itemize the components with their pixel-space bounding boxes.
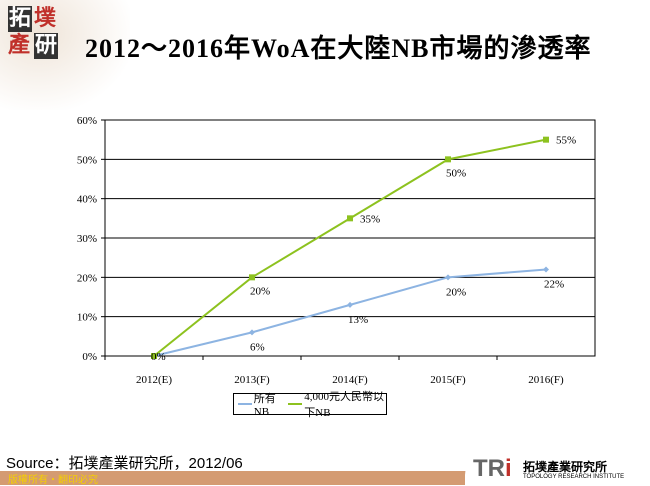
- brand-name-cn: 拓墣產業研究所: [523, 460, 608, 474]
- page-title: 2012～2016年WoA在大陸NB市場的滲透率: [85, 34, 592, 63]
- x-tick-label: 2016(F): [528, 374, 564, 386]
- data-label: 20%: [250, 285, 270, 297]
- y-tick-label: 60%: [77, 115, 97, 127]
- legend-label: 所有NB: [253, 393, 276, 418]
- logo-char: 墣: [34, 6, 57, 31]
- y-tick-label: 50%: [77, 154, 97, 166]
- logo: 拓 墣 產 研: [8, 6, 60, 64]
- legend-swatch: [288, 403, 303, 405]
- data-label: 35%: [360, 213, 380, 225]
- data-point: [249, 329, 255, 336]
- legend: 所有NB 4,000元人民幣以下NB: [233, 390, 387, 419]
- y-tick-label: 30%: [77, 233, 97, 245]
- legend-swatch: [238, 403, 252, 405]
- y-tick-label: 0%: [82, 351, 97, 363]
- brand-mark: TRi: [473, 455, 512, 482]
- source-note: Source：拓墣產業研究所，2012/06: [6, 455, 243, 472]
- data-label: 50%: [446, 167, 466, 179]
- copyright: 版權所有‧翻印必究: [8, 475, 98, 486]
- y-tick-label: 40%: [77, 194, 97, 206]
- logo-char: 產: [8, 33, 31, 58]
- data-point: [445, 156, 451, 163]
- data-label: 13%: [348, 314, 368, 326]
- data-point: [347, 215, 353, 222]
- data-label: 6%: [250, 341, 265, 353]
- legend-label: 4,000元人民幣以下NB: [304, 391, 384, 419]
- data-point: [347, 301, 353, 308]
- data-point: [151, 353, 157, 359]
- x-tick-label: 2013(F): [234, 374, 270, 386]
- logo-char: 研: [34, 33, 59, 59]
- x-tick-label: 2015(F): [430, 374, 466, 386]
- brand-logo: TRi 拓墣產業研究所 TOPOLOGY RESEARCH INSTITUTE: [465, 455, 650, 485]
- logo-char: 拓: [8, 6, 33, 32]
- data-point: [543, 136, 549, 143]
- y-tick-label: 10%: [77, 312, 97, 324]
- data-point: [249, 274, 255, 281]
- data-label: 0%: [151, 351, 166, 363]
- legend-item: 所有NB: [238, 390, 282, 418]
- data-point: [445, 274, 451, 281]
- legend-item: 4,000元人民幣以下NB: [288, 388, 386, 420]
- brand-name-en: TOPOLOGY RESEARCH INSTITUTE: [523, 474, 625, 480]
- data-point: [543, 266, 549, 273]
- y-tick-label: 20%: [77, 272, 97, 284]
- x-tick-label: 2014(F): [332, 374, 368, 386]
- data-label: 20%: [446, 286, 466, 298]
- x-tick-label: 2012(E): [136, 374, 172, 386]
- data-label: 22%: [544, 278, 564, 290]
- data-label: 55%: [556, 135, 576, 147]
